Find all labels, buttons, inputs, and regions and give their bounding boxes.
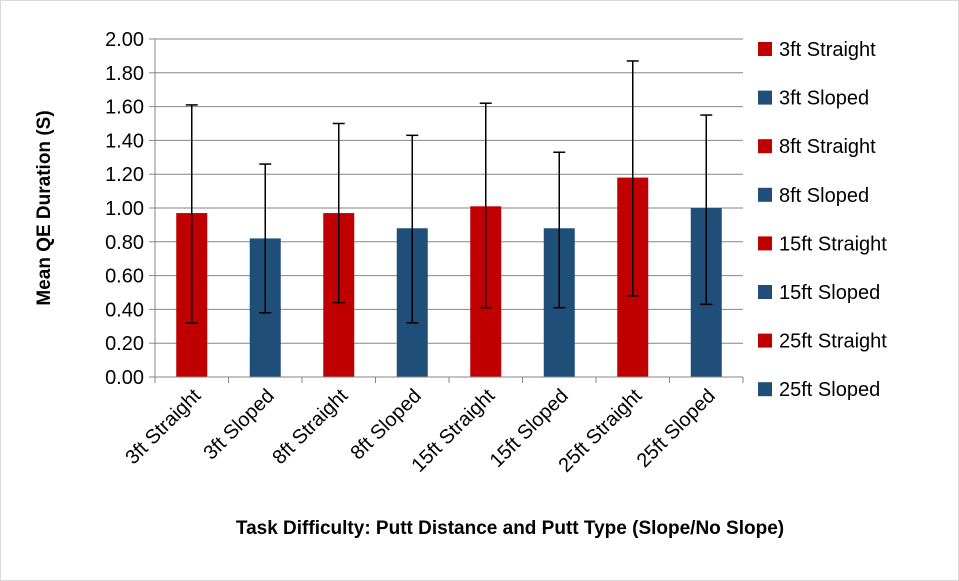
- legend-swatch: [758, 236, 772, 251]
- x-tick-label: 8ft Sloped: [347, 385, 426, 464]
- x-tick-label: 3ft Straight: [121, 385, 205, 469]
- error-bar: [259, 163, 272, 314]
- legend-label: 15ft Straight: [779, 233, 887, 255]
- bars: [176, 177, 722, 377]
- y-tick-label: 2.00: [105, 29, 144, 51]
- legend: 3ft Straight 3ft Sloped 8ft Straight 8ft Sl…: [758, 39, 887, 401]
- legend-item: 15ft Straight: [758, 233, 887, 255]
- y-tick-label: 1.00: [105, 198, 144, 220]
- legend-item: 25ft Sloped: [758, 379, 880, 401]
- y-tick-label: 0.40: [105, 299, 144, 321]
- axes: [154, 39, 744, 383]
- error-bar: [700, 114, 713, 306]
- legend-item: 8ft Straight: [758, 136, 876, 158]
- legend-item: 15ft Sloped: [758, 282, 880, 304]
- legend-label: 25ft Straight: [779, 331, 887, 353]
- y-tick-label: 0.80: [105, 232, 144, 254]
- legend-swatch: [758, 333, 772, 348]
- y-tick-label: 1.60: [105, 97, 144, 119]
- error-bars: [185, 60, 713, 324]
- legend-label: 8ft Sloped: [779, 185, 869, 207]
- error-bar: [185, 104, 198, 324]
- y-tick-label: 0.00: [105, 367, 144, 389]
- legend-item: 25ft Straight: [758, 331, 887, 353]
- legend-swatch: [758, 139, 772, 154]
- legend-item: 8ft Sloped: [758, 185, 869, 207]
- y-tick-label: 1.80: [105, 63, 144, 85]
- gridlines: [149, 38, 743, 378]
- x-axis-title: Task Difficulty: Putt Distance and Putt …: [236, 518, 784, 539]
- legend-label: 8ft Straight: [779, 136, 876, 158]
- legend-swatch: [758, 42, 772, 56]
- legend-swatch: [758, 187, 772, 202]
- error-bar: [332, 122, 345, 304]
- y-tick-label: 1.40: [105, 130, 144, 152]
- legend-label: 25ft Sloped: [779, 379, 880, 401]
- error-bar: [406, 134, 419, 324]
- y-tick-label: 0.60: [105, 266, 144, 288]
- legend-swatch: [758, 90, 772, 105]
- y-tick-label: 0.20: [105, 333, 144, 355]
- x-tick-label: 25ft Sloped: [633, 385, 720, 472]
- y-tick-label: 1.20: [105, 164, 144, 186]
- error-bar: [626, 60, 639, 297]
- legend-item: 3ft Straight: [758, 39, 876, 61]
- x-tick-label: 3ft Sloped: [200, 385, 279, 464]
- y-tick-labels: 0.00 0.20 0.40 0.60 0.80 1.00 1.20 1.40 1.60 1.80…: [105, 29, 144, 389]
- legend-label: 3ft Straight: [779, 39, 876, 61]
- legend-swatch: [758, 382, 772, 397]
- legend-swatch: [758, 285, 772, 299]
- legend-label: 3ft Sloped: [779, 88, 869, 110]
- y-axis-title: Mean QE Duration (S): [34, 110, 55, 305]
- error-bar: [479, 102, 492, 309]
- legend-label: 15ft Sloped: [779, 282, 880, 304]
- x-tick-label: 8ft Straight: [268, 385, 352, 469]
- error-bar: [553, 151, 566, 309]
- legend-item: 3ft Sloped: [758, 88, 869, 110]
